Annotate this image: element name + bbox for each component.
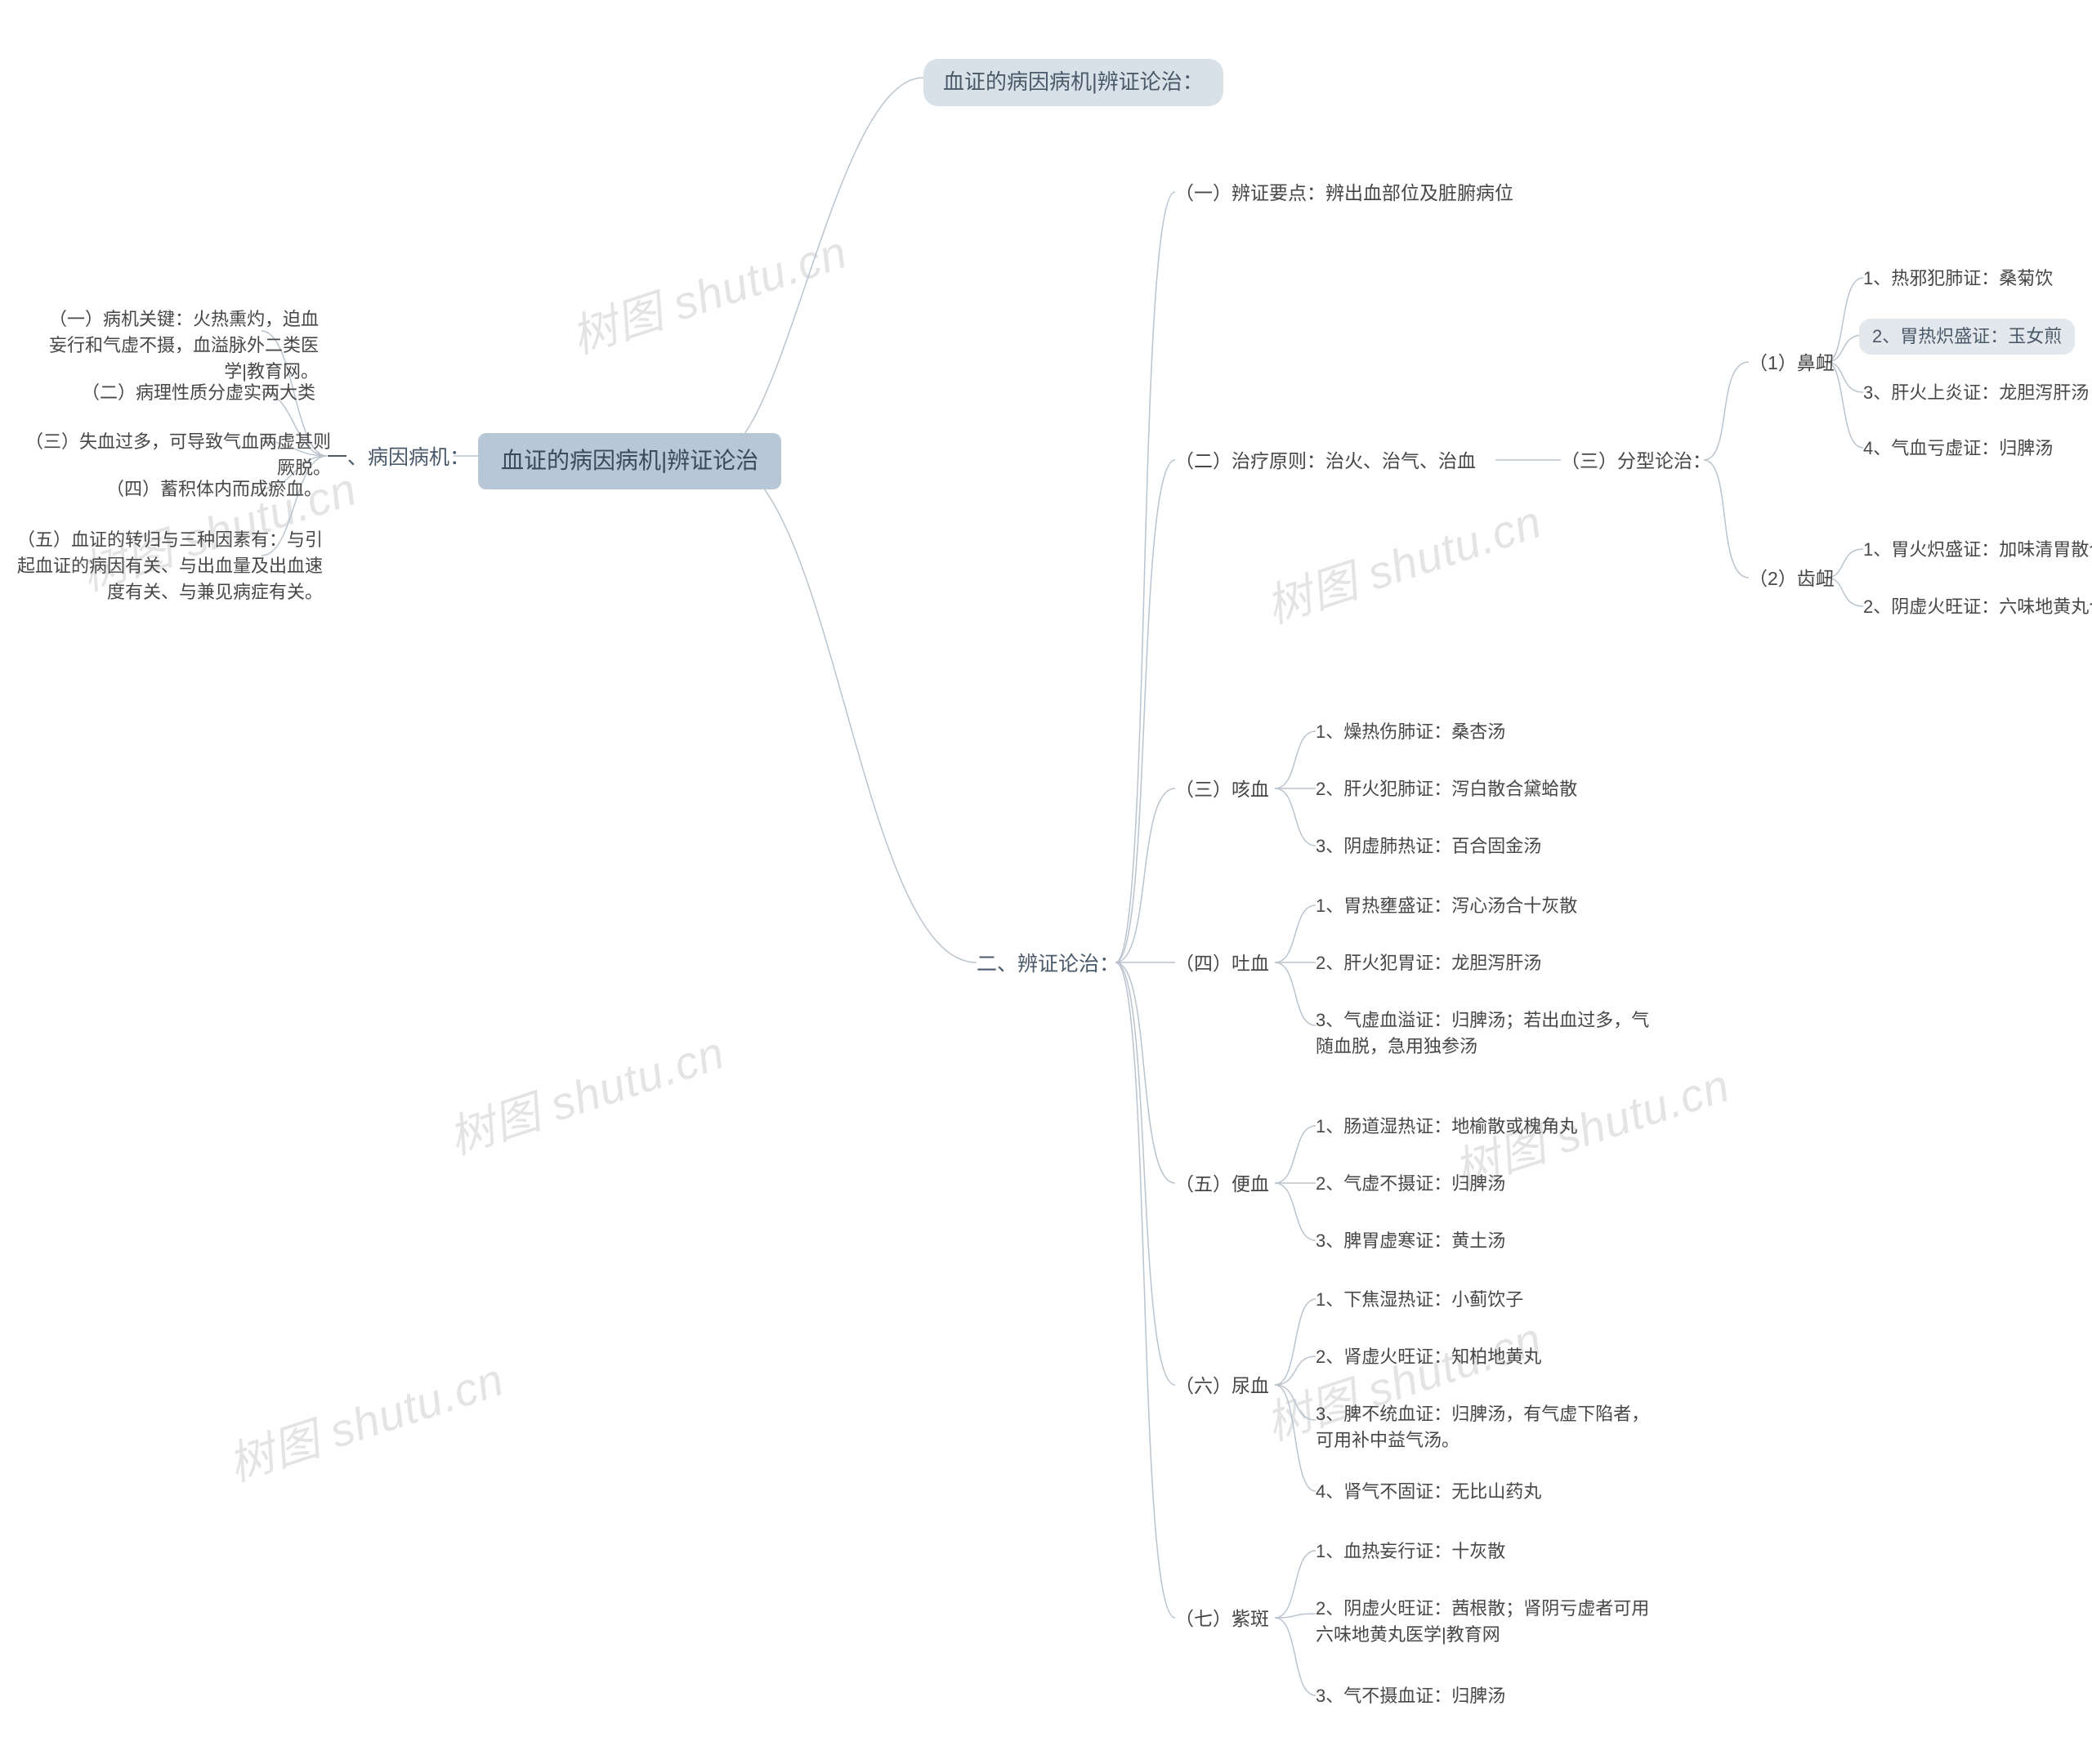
- right-r2-g1-0: 1、热邪犯肺证：桑菊饮: [1863, 266, 2053, 292]
- left-branch-label: 一、病因病机：: [327, 443, 470, 472]
- right-r7-label: （七）紫斑: [1175, 1605, 1269, 1632]
- right-r2-g1-2: 3、肝火上炎证：龙胆泻肝汤: [1863, 380, 2089, 406]
- left-item-2: （三）失血过多，可导致气血两虚甚则厥脱。: [20, 429, 331, 481]
- right-r7-2: 3、气不摄血证：归脾汤: [1316, 1683, 1505, 1709]
- right-r3-label: （三）咳血: [1175, 776, 1269, 803]
- right-r1: （一）辨证要点：辨出血部位及脏腑病位: [1175, 180, 1513, 207]
- right-r3-2: 3、阴虚肺热证：百合固金汤: [1316, 833, 1541, 860]
- left-item-1: （二）病理性质分虚实两大类: [82, 380, 315, 406]
- left-item-3: （四）蓄积体内而成瘀血。: [106, 476, 319, 502]
- right-r2-label: （二）治疗原则：治火、治气、治血: [1175, 448, 1476, 475]
- right-r2-g1-3: 4、气血亏虚证：归脾汤: [1863, 435, 2053, 462]
- right-r5-label: （五）便血: [1175, 1171, 1269, 1198]
- right-r2-g2-1: 2、阴虚火旺证：六味地黄丸合茜根散: [1863, 594, 2092, 620]
- right-r4-2: 3、气虚血溢证：归脾汤；若出血过多，气随血脱，急用独参汤: [1316, 1007, 1659, 1060]
- right-r5-0: 1、肠道湿热证：地榆散或槐角丸: [1316, 1114, 1577, 1140]
- right-r4-label: （四）吐血: [1175, 950, 1269, 977]
- right-r6-1: 2、肾虚火旺证：知柏地黄丸: [1316, 1344, 1541, 1370]
- right-branch-label: 二、辨证论治：: [977, 949, 1120, 979]
- mindmap-title-top: 血证的病因病机|辨证论治：: [923, 59, 1223, 106]
- watermark: 树图 shutu.cn: [439, 1016, 731, 1168]
- watermark: 树图 shutu.cn: [218, 1343, 511, 1494]
- right-r4-0: 1、胃热壅盛证：泻心汤合十灰散: [1316, 893, 1577, 919]
- right-r7-1: 2、阴虚火旺证：茜根散；肾阴亏虚者可用六味地黄丸医学|教育网: [1316, 1596, 1659, 1648]
- watermark: 树图 shutu.cn: [1256, 485, 1549, 636]
- right-r5-1: 2、气虚不摄证：归脾汤: [1316, 1171, 1505, 1197]
- right-r2-g1-1: 2、胃热炽盛证：玉女煎: [1859, 319, 2075, 355]
- right-r6-label: （六）尿血: [1175, 1373, 1269, 1400]
- mindmap-canvas: 树图 shutu.cn 树图 shutu.cn 树图 shutu.cn 树图 s…: [0, 0, 2092, 1764]
- right-r5-2: 3、脾胃虚寒证：黄土汤: [1316, 1228, 1505, 1254]
- right-r6-2: 3、脾不统血证：归脾汤，有气虚下陷者，可用补中益气汤。: [1316, 1401, 1659, 1454]
- right-r2-g2-label: （2）齿衄: [1749, 565, 1835, 592]
- mindmap-connectors: [0, 0, 2092, 1764]
- right-r6-3: 4、肾气不固证：无比山药丸: [1316, 1479, 1541, 1505]
- right-r2-g2-0: 1、胃火炽盛证：加味清胃散合泻心汤: [1863, 537, 2092, 563]
- right-r6-0: 1、下焦湿热证：小蓟饮子: [1316, 1287, 1523, 1313]
- mindmap-root: 血证的病因病机|辨证论治: [478, 433, 781, 489]
- right-r2-g1-label: （1）鼻衄: [1749, 350, 1835, 377]
- left-item-0: （一）病机关键：火热熏灼，迫血妄行和气虚不摄，血溢脉外二类医学|教育网。: [41, 306, 319, 385]
- right-r7-0: 1、血热妄行证：十灰散: [1316, 1538, 1505, 1565]
- watermark: 树图 shutu.cn: [561, 216, 854, 367]
- left-item-4: （五）血证的转归与三种因素有：与引起血证的病因有关、与出血量及出血速度有关、与兼…: [12, 527, 323, 605]
- right-r2c-label: （三）分型论治：: [1561, 448, 1711, 475]
- right-r4-1: 2、肝火犯胃证：龙胆泻肝汤: [1316, 950, 1541, 976]
- right-r3-1: 2、肝火犯肺证：泻白散合黛蛤散: [1316, 776, 1577, 802]
- right-r3-0: 1、燥热伤肺证：桑杏汤: [1316, 719, 1505, 745]
